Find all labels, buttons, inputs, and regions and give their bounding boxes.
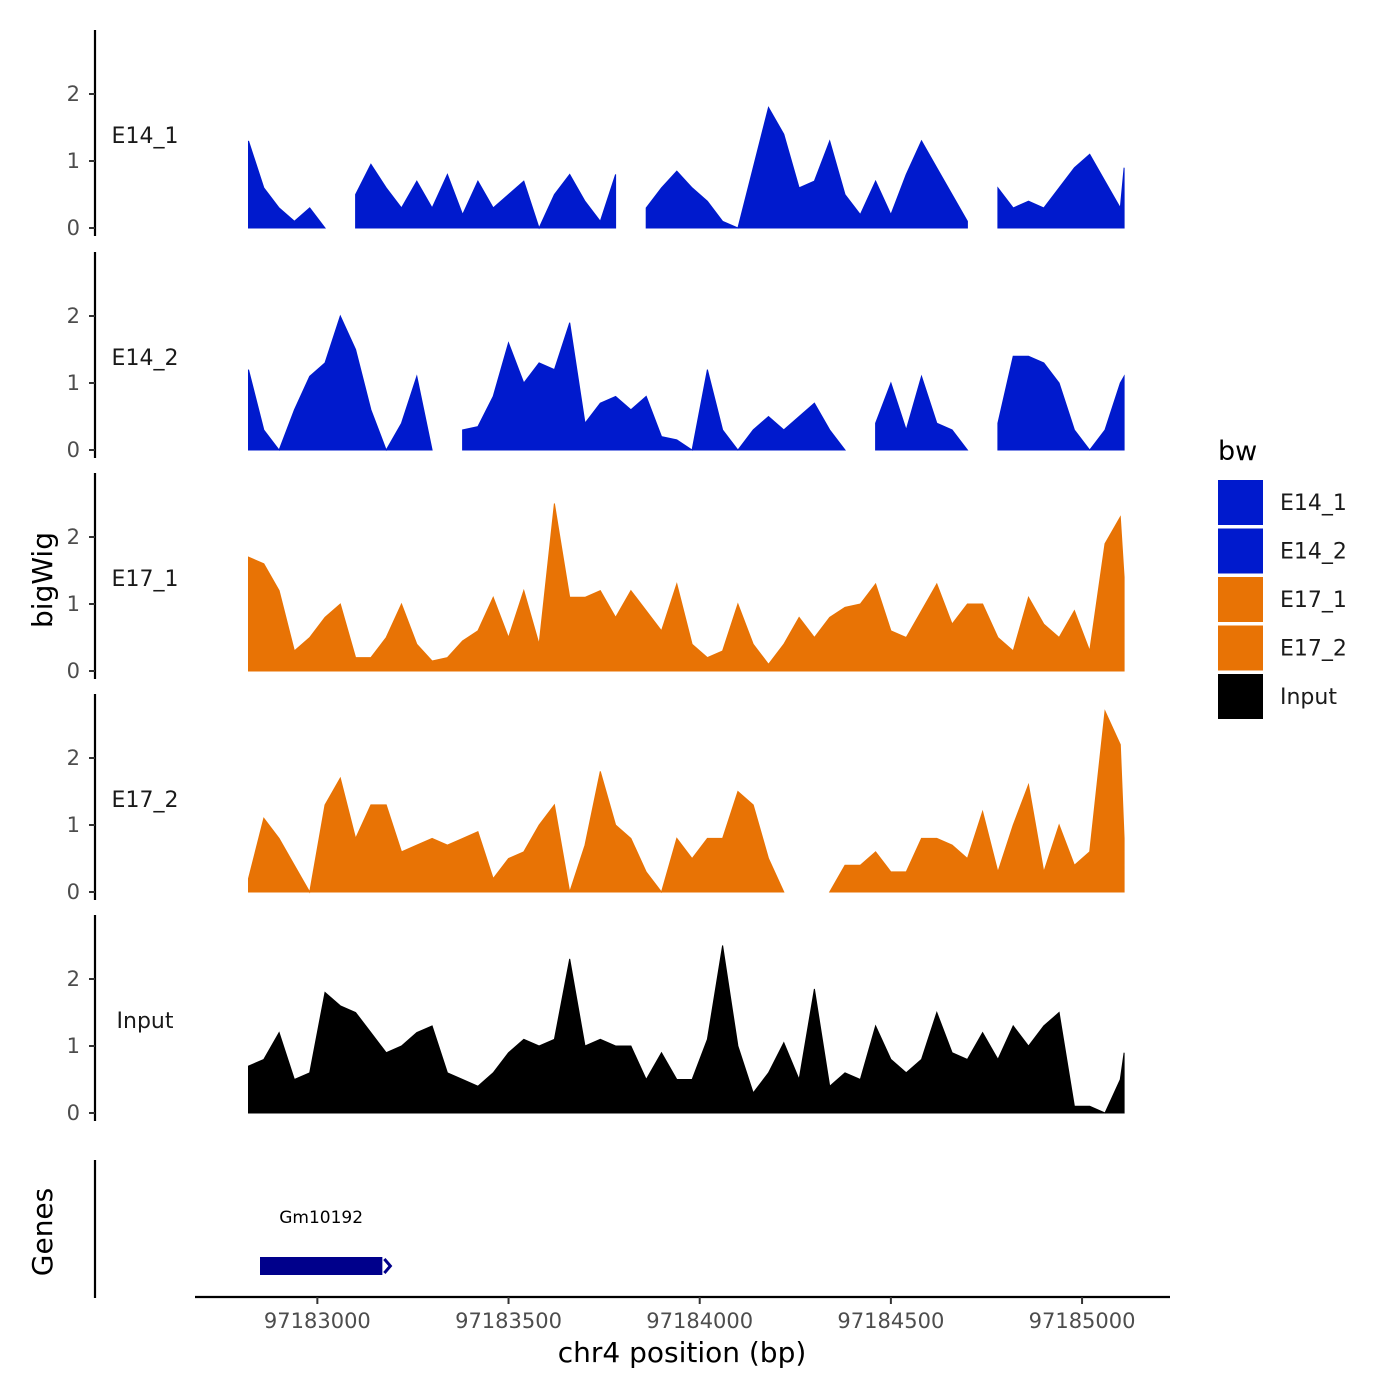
track-label: E17_2	[112, 788, 179, 813]
legend-swatch	[1218, 528, 1263, 574]
track-input: 0 1 2 Input	[67, 915, 1125, 1125]
x-tick-label: 97184000	[646, 1309, 753, 1333]
y-tick-label: 1	[67, 149, 80, 173]
signal-area	[997, 153, 1125, 229]
y-tick-label: 1	[67, 371, 80, 395]
legend: bw E14_1 E14_2 E17_1 E17_2 Input	[1218, 436, 1347, 719]
legend-item: E17_2	[1218, 625, 1347, 671]
genes-axis-title: Genes	[26, 1188, 59, 1276]
x-tick-label: 97183500	[455, 1309, 562, 1333]
signal-area	[248, 771, 785, 894]
y-tick-label: 2	[67, 304, 80, 328]
y-tick-label: 0	[67, 1101, 80, 1125]
y-tick-label: 2	[67, 82, 80, 106]
genes-panel: Gm10192	[93, 1160, 393, 1298]
gene-body	[260, 1257, 383, 1275]
signal-area	[248, 945, 1125, 1114]
x-axis: 97183000 97183500 97184000 97184500 97185000	[195, 1295, 1170, 1333]
legend-swatch	[1218, 625, 1263, 671]
y-tick-label: 0	[67, 438, 80, 462]
signal-area	[997, 355, 1125, 451]
x-axis-title: chr4 position (bp)	[558, 1336, 807, 1369]
gene-strand-arrow	[383, 1258, 393, 1274]
legend-label: E17_1	[1280, 588, 1347, 613]
y-tick-label: 0	[67, 216, 80, 240]
tracks-layer: 0 1 2 E14_1 0 1 2 E14_2 0 1 2 E17_1 0 1 2 E17_2 0 1 2 Input	[67, 30, 1125, 1125]
y-tick-label: 2	[67, 967, 80, 991]
track-e14-2: 0 1 2 E14_2	[67, 252, 1125, 462]
track-e14-1: 0 1 2 E14_1	[67, 30, 1125, 240]
signal-area	[248, 140, 327, 229]
legend-swatch	[1218, 480, 1263, 525]
legend-label: Input	[1280, 685, 1337, 710]
y-tick-label: 0	[67, 880, 80, 904]
legend-item: E14_1	[1218, 480, 1347, 525]
y-axis-title: bigWig	[26, 532, 59, 628]
gene-label: Gm10192	[279, 1208, 363, 1228]
legend-item: Input	[1218, 674, 1337, 719]
signal-area	[462, 322, 847, 451]
legend-swatch	[1218, 577, 1263, 622]
signal-area	[875, 374, 969, 451]
legend-label: E14_2	[1280, 540, 1347, 565]
signal-area	[645, 106, 968, 229]
legend-swatch	[1218, 674, 1263, 719]
track-label: Input	[117, 1009, 174, 1034]
signal-area	[248, 503, 1125, 672]
legend-label: E17_2	[1280, 637, 1347, 662]
y-tick-label: 2	[67, 746, 80, 770]
y-tick-label: 1	[67, 592, 80, 616]
legend-item: E14_2	[1218, 528, 1347, 574]
legend-label: E14_1	[1280, 491, 1347, 516]
signal-area	[355, 163, 617, 230]
signal-area	[248, 314, 433, 452]
y-tick-label: 0	[67, 659, 80, 683]
signal-area	[828, 709, 1125, 893]
y-tick-label: 1	[67, 1034, 80, 1058]
y-tick-label: 1	[67, 813, 80, 837]
y-tick-label: 2	[67, 525, 80, 549]
track-label: E14_1	[112, 124, 179, 149]
x-tick-label: 97184500	[837, 1309, 944, 1333]
track-e17-1: 0 1 2 E17_1	[67, 473, 1125, 683]
x-tick-label: 97183000	[264, 1309, 371, 1333]
x-tick-label: 97185000	[1029, 1309, 1136, 1333]
track-e17-2: 0 1 2 E17_2	[67, 694, 1125, 904]
legend-title: bw	[1218, 436, 1257, 467]
track-label: E17_1	[112, 567, 179, 592]
track-label: E14_2	[112, 346, 179, 371]
legend-item: E17_1	[1218, 577, 1347, 622]
